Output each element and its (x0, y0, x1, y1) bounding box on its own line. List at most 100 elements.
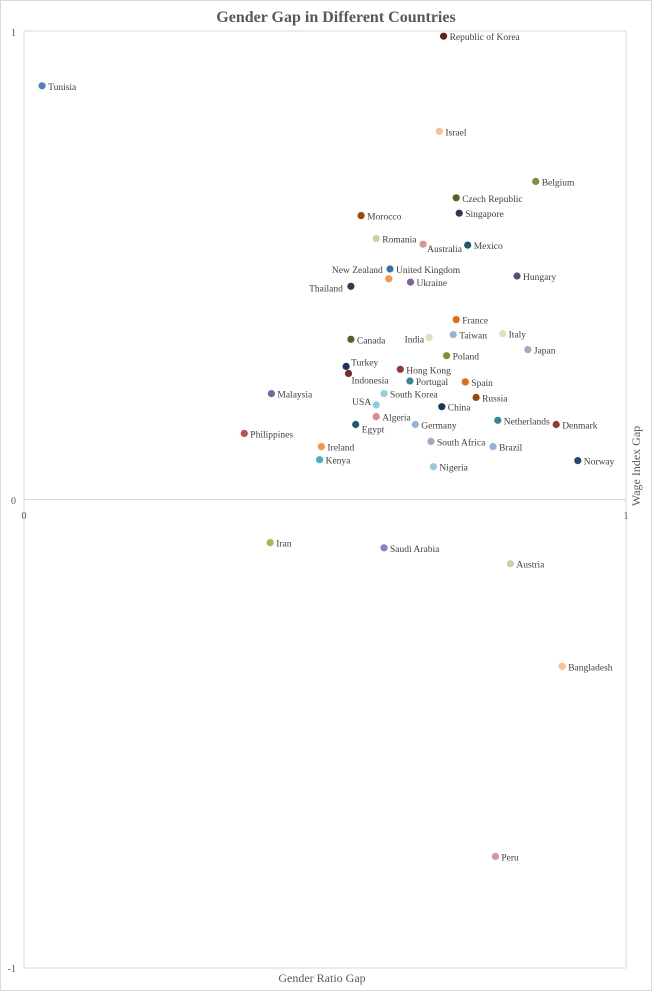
data-label-china: China (448, 404, 471, 414)
data-label-mexico: Mexico (474, 242, 503, 252)
data-point-peru (491, 852, 499, 861)
data-point-denmark (552, 420, 560, 429)
data-point-netherlands (494, 416, 502, 424)
data-point-kenya (316, 456, 324, 464)
data-label-japan: Japan (534, 347, 556, 357)
data-label-austria: Austria (516, 561, 545, 571)
data-point-morocco (357, 212, 365, 220)
data-point-hungary (513, 272, 521, 280)
data-label-singapore: Singapore (465, 210, 504, 220)
data-label-israel: Israel (445, 128, 466, 138)
data-label-denmark: Denmark (562, 422, 598, 432)
data-label-kenya: Kenya (326, 457, 352, 467)
data-label-france: France (462, 317, 488, 327)
data-point-egypt (352, 420, 360, 429)
data-point-canada (347, 335, 355, 343)
data-point-turkey (342, 362, 350, 370)
data-label-taiwan: Taiwan (459, 332, 487, 342)
data-label-peru: Peru (501, 854, 519, 864)
data-point-usa (372, 401, 380, 409)
data-point-austria (506, 560, 514, 568)
data-point-mexico (464, 241, 472, 249)
data-label-netherlands: Netherlands (504, 417, 550, 427)
data-label-czech-republic: Czech Republic (462, 195, 522, 205)
data-point-france (452, 316, 460, 324)
data-point-czech-republic (452, 194, 460, 202)
data-label-germany: Germany (421, 422, 457, 432)
data-label-south-africa: South Africa (437, 437, 486, 448)
data-label-hungary: Hungary (523, 273, 556, 283)
data-label-ukraine: Ukraine (417, 279, 448, 289)
data-point-australia (419, 240, 427, 248)
data-label-norway: Norway (584, 458, 615, 468)
data-point-italy (499, 330, 507, 338)
data-point-romania (372, 234, 380, 243)
data-label-brazil: Brazil (499, 444, 523, 454)
data-point-ireland (317, 443, 325, 451)
data-label-hong-kong: Hong Kong (406, 366, 451, 376)
data-label-tunisia: Tunisia (48, 83, 77, 93)
data-label-ireland: Ireland (327, 444, 354, 454)
data-label-usa: USA (352, 398, 371, 408)
data-point-south-africa (427, 437, 435, 445)
data-point-china (438, 403, 446, 411)
data-label-egypt: Egypt (362, 426, 385, 436)
data-label-russia: Russia (482, 394, 508, 404)
data-point-iran (266, 539, 274, 547)
data-labels: Republic of Korea Tunisia Israel Belgium Cze… (48, 32, 615, 863)
x-tick-left: 0 (22, 511, 27, 522)
data-label-morocco: Morocco (367, 213, 402, 223)
data-label-new-zealand: New Zealand (332, 266, 383, 276)
data-point-nigeria (429, 463, 437, 471)
y-tick-top: 1 (11, 28, 16, 39)
data-label-south-korea: South Korea (390, 391, 439, 401)
y-tick-bottom: -1 (8, 964, 16, 975)
data-points (38, 32, 582, 861)
data-label-belgium: Belgium (542, 178, 575, 188)
data-point-ukraine (406, 278, 415, 286)
data-label-romania: Romania (382, 236, 417, 246)
data-point-republic-of-korea (440, 32, 448, 40)
data-point-saudi-arabia (380, 544, 388, 552)
data-label-italy: Italy (509, 331, 527, 341)
data-point-portugal (406, 377, 414, 385)
data-point-bangladesh (558, 662, 566, 670)
data-label-philippines: Philippines (250, 430, 293, 440)
data-label-turkey: Turkey (351, 358, 378, 368)
data-label-malaysia: Malaysia (277, 391, 313, 401)
data-point-philippines (240, 429, 248, 437)
data-point-india (425, 333, 433, 341)
chart-title: Gender Gap in Different Countries (216, 9, 455, 26)
data-point-thailand (347, 282, 355, 290)
x-axis-title: Gender Ratio Gap (278, 971, 365, 985)
data-label-nigeria: Nigeria (439, 464, 468, 474)
data-point-taiwan (449, 331, 457, 339)
data-label-spain: Spain (471, 379, 493, 389)
data-point-norway (574, 457, 582, 465)
data-label-saudi-arabia: Saudi Arabia (390, 545, 440, 555)
data-point-belgium (532, 177, 540, 185)
data-label-india: India (405, 335, 425, 345)
data-label-bangladesh: Bangladesh (568, 663, 613, 673)
y-tick-zero: 0 (11, 496, 16, 507)
x-tick-right: 1 (624, 511, 629, 522)
data-label-united-kingdom: United Kingdom (396, 266, 461, 276)
data-point-indonesia (344, 369, 353, 378)
data-label-poland: Poland (453, 353, 480, 363)
data-point-russia (472, 393, 480, 401)
data-label-algeria: Algeria (382, 414, 411, 424)
data-label-indonesia: Indonesia (352, 377, 390, 387)
data-point-germany (411, 420, 419, 429)
y-axis-title: Wage Index Gap (629, 426, 643, 506)
data-point-new-zealand (385, 275, 393, 283)
data-point-singapore (455, 209, 463, 217)
data-point-tunisia (38, 82, 46, 90)
data-point-brazil (489, 443, 497, 451)
data-point-united-kingdom (386, 265, 394, 273)
data-point-israel (435, 127, 443, 135)
data-point-south-korea (380, 390, 388, 398)
data-label-portugal: Portugal (416, 378, 449, 388)
data-point-spain (461, 378, 469, 386)
